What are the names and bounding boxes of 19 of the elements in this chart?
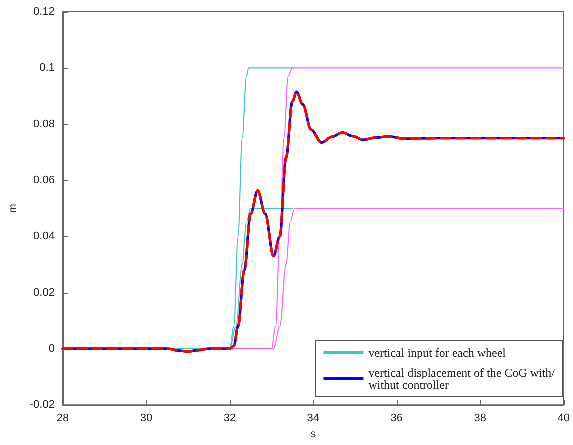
y-tick-label: 0.04 (34, 230, 55, 243)
y-tick-label: 0.02 (34, 286, 55, 299)
x-tick-label: 32 (224, 412, 236, 425)
x-tick-label: 40 (558, 412, 570, 425)
y-tick-label: 0 (48, 342, 55, 355)
x-tick-label: 36 (390, 412, 404, 425)
y-tick-label: 0.06 (34, 174, 55, 186)
y-tick-label: -0.02 (30, 399, 55, 412)
x-tick-label: 34 (307, 412, 320, 425)
x-tick-label: 30 (140, 412, 153, 425)
y-tick-label: 0.1 (40, 62, 55, 74)
x-tick-label: 28 (56, 412, 70, 425)
x-tick-label: 38 (474, 412, 487, 425)
x-axis-title: s (310, 428, 317, 440)
y-tick-label: 0.08 (34, 118, 55, 130)
legend-label: vertical displacement of the CoG with/withut controller (368, 366, 556, 392)
y-tick-label: 0.12 (34, 6, 55, 18)
y-axis-title: m (8, 204, 20, 214)
legend-label: vertical input for each wheel (368, 346, 507, 360)
